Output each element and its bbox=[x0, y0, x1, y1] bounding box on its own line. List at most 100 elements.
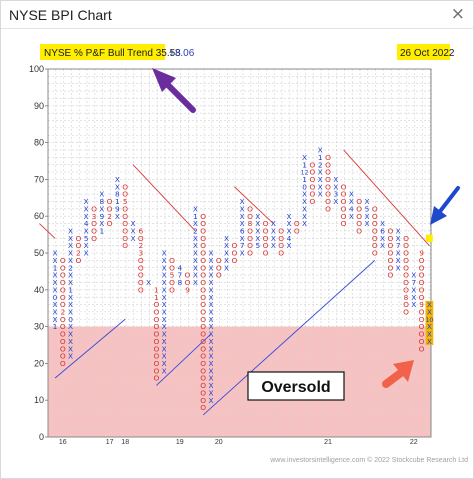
blue-arrow bbox=[430, 186, 460, 225]
x-box: X bbox=[255, 234, 260, 243]
o-box: O bbox=[122, 182, 128, 191]
x-box: X bbox=[240, 249, 245, 258]
oversold-label: Oversold bbox=[261, 379, 330, 396]
x-box: 1 bbox=[53, 322, 58, 331]
x-box: 8 bbox=[115, 190, 120, 199]
o-box: O bbox=[231, 256, 237, 265]
o-box: O bbox=[200, 256, 206, 265]
o-box: O bbox=[185, 278, 191, 287]
x-box: X bbox=[349, 197, 354, 206]
o-box: O bbox=[403, 256, 409, 265]
x-box: X bbox=[99, 204, 104, 213]
x-box: X bbox=[224, 249, 229, 258]
o-box: O bbox=[60, 293, 66, 302]
o-box: O bbox=[263, 219, 269, 228]
o-box: O bbox=[200, 330, 206, 339]
o-box: 9 bbox=[419, 249, 424, 258]
x-box: 5 bbox=[365, 204, 370, 213]
x-box: 1 bbox=[53, 263, 58, 272]
trend-label: NYSE % P&F Bull Trend 35.58 bbox=[44, 48, 181, 59]
close-icon[interactable]: × bbox=[450, 4, 465, 24]
x-box: X bbox=[302, 219, 307, 228]
x-box: X bbox=[255, 227, 260, 236]
x-box: 1 bbox=[302, 175, 307, 184]
title-divider bbox=[1, 28, 473, 29]
o-box: O bbox=[200, 293, 206, 302]
o-box: 9 bbox=[185, 285, 190, 294]
x-box: X bbox=[396, 263, 401, 272]
x-box: X bbox=[255, 219, 260, 228]
o-box: 2 bbox=[60, 307, 65, 316]
x-box: X bbox=[208, 249, 213, 258]
o-box: O bbox=[138, 234, 144, 243]
x-box: X bbox=[318, 175, 323, 184]
o-box: O bbox=[403, 249, 409, 258]
x-box: X bbox=[193, 241, 198, 250]
o-box: O bbox=[387, 249, 393, 258]
o-box: O bbox=[419, 337, 425, 346]
o-box: 1 bbox=[154, 293, 159, 302]
x-box: X bbox=[162, 285, 167, 294]
x-box: X bbox=[162, 271, 167, 280]
o-box: O bbox=[403, 307, 409, 316]
x-box: X bbox=[52, 285, 57, 294]
o-box: O bbox=[200, 403, 206, 412]
o-box: O bbox=[403, 271, 409, 280]
x-box: 7 bbox=[396, 241, 401, 250]
x-box: X bbox=[255, 212, 260, 221]
x-box: X bbox=[208, 359, 213, 368]
o-box: O bbox=[122, 190, 128, 199]
title-bar: NYSE BPI Chart × bbox=[1, 1, 473, 27]
x-box: X bbox=[84, 204, 89, 213]
o-box: O bbox=[200, 374, 206, 383]
x-box: 1 bbox=[115, 197, 120, 206]
o-box: O bbox=[138, 278, 144, 287]
o-box: O bbox=[419, 315, 425, 324]
x-box: X bbox=[364, 219, 369, 228]
x-box: X bbox=[208, 374, 213, 383]
x-box: X bbox=[52, 249, 57, 258]
x-box: 1 bbox=[302, 160, 307, 169]
x-box: X bbox=[271, 219, 276, 228]
o-box: 3 bbox=[138, 249, 143, 258]
o-box: 1 bbox=[154, 285, 159, 294]
resistance-line bbox=[132, 164, 196, 232]
o-box: O bbox=[294, 227, 300, 236]
o-box: O bbox=[278, 241, 284, 250]
o-box: O bbox=[372, 227, 378, 236]
x-box: 9 bbox=[99, 212, 104, 221]
trend-label-highlight bbox=[40, 44, 165, 60]
o-box: O bbox=[309, 168, 315, 177]
o-box: 3 bbox=[92, 212, 97, 221]
o-box: 6 bbox=[138, 227, 143, 236]
x-box: X bbox=[208, 307, 213, 316]
resistance-line bbox=[234, 186, 274, 224]
x-box: X bbox=[52, 256, 57, 265]
highlight-box bbox=[425, 322, 434, 331]
o-box: O bbox=[247, 249, 253, 258]
o-box: O bbox=[200, 285, 206, 294]
o-box: O bbox=[60, 330, 66, 339]
x-box: X bbox=[162, 256, 167, 265]
o-box: O bbox=[200, 315, 206, 324]
x-box: X bbox=[318, 182, 323, 191]
o-box: O bbox=[153, 374, 159, 383]
highlight-box bbox=[425, 330, 434, 338]
red-arrow bbox=[382, 360, 414, 388]
o-box: O bbox=[169, 278, 175, 287]
o-box: O bbox=[325, 153, 331, 162]
trend-change: +3.06 bbox=[169, 48, 195, 59]
x-box: 7 bbox=[240, 241, 245, 250]
x-box: X bbox=[208, 315, 213, 324]
o-box: O bbox=[153, 315, 159, 324]
highlight-box bbox=[425, 308, 434, 316]
x-box: X bbox=[84, 241, 89, 250]
x-box: 7 bbox=[177, 271, 182, 280]
x-box: X bbox=[302, 197, 307, 206]
o-box: O bbox=[309, 175, 315, 184]
x-box: X bbox=[193, 219, 198, 228]
x-box: X bbox=[99, 190, 104, 199]
x-box: X bbox=[84, 212, 89, 221]
o-box: O bbox=[91, 227, 97, 236]
